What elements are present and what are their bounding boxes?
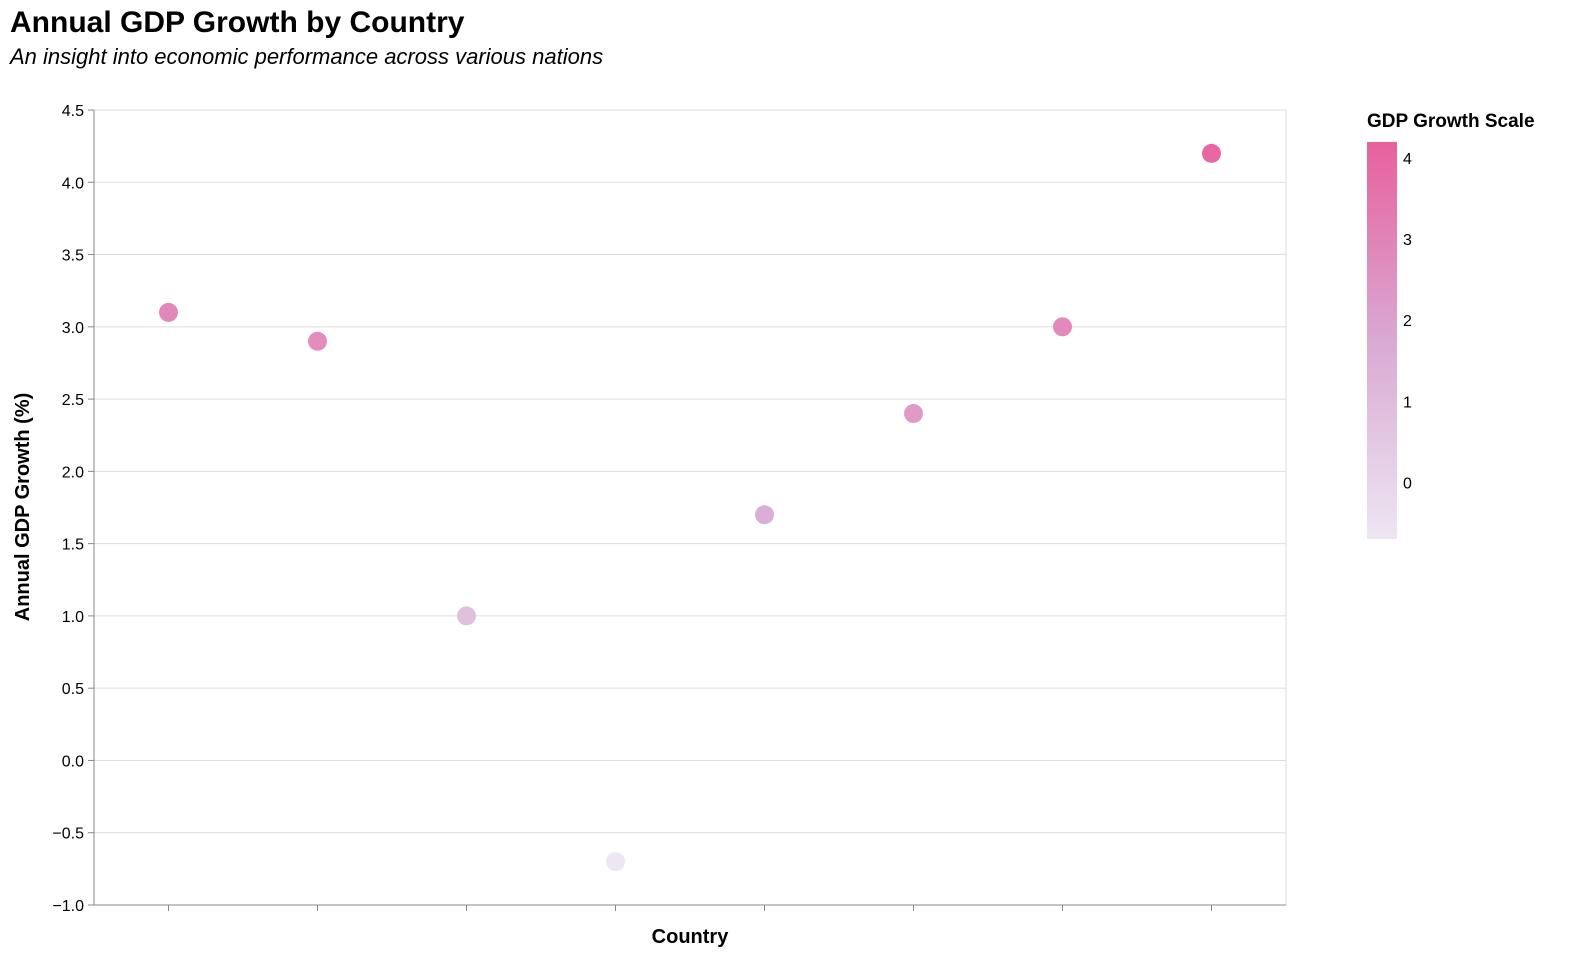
data-point[interactable] bbox=[1053, 317, 1072, 337]
y-tick-label: 0.5 bbox=[62, 681, 84, 698]
y-tick-label: −1.0 bbox=[52, 898, 84, 915]
data-point[interactable] bbox=[755, 505, 774, 525]
legend-tick-label: 4 bbox=[1403, 151, 1412, 168]
chart-title: Annual GDP Growth by Country bbox=[10, 6, 465, 39]
y-tick-label: 3.5 bbox=[62, 248, 84, 265]
y-axis-title: Annual GDP Growth (%) bbox=[12, 393, 34, 622]
data-point[interactable] bbox=[904, 404, 923, 424]
data-point[interactable] bbox=[606, 852, 625, 872]
legend-tick-label: 1 bbox=[1403, 394, 1412, 411]
data-point[interactable] bbox=[457, 606, 476, 626]
y-tick-label: 4.5 bbox=[62, 103, 84, 120]
y-tick-label: 1.5 bbox=[62, 537, 84, 554]
y-tick-label: 0.0 bbox=[62, 753, 84, 770]
y-tick-label: 2.5 bbox=[62, 392, 84, 409]
y-axis: 4.5 4.0 3.5 3.0 2.5 2.0 1.5 1.0 0.5 0.0 −0.5 −1.0 bbox=[52, 103, 95, 915]
plot-area bbox=[93, 109, 1287, 906]
x-axis-title: Country bbox=[652, 926, 730, 948]
data-point[interactable] bbox=[308, 331, 327, 351]
plot-border bbox=[93, 109, 1287, 906]
y-tick-label: 4.0 bbox=[62, 175, 84, 192]
gridlines bbox=[94, 109, 1286, 906]
color-legend: GDP Growth Scale 4 3 2 1 0 bbox=[1367, 111, 1535, 539]
legend-tick-label: 2 bbox=[1403, 313, 1412, 330]
y-tick-label: 2.0 bbox=[62, 464, 84, 481]
legend-ticks: 4 3 2 1 0 bbox=[1403, 151, 1412, 492]
data-point[interactable] bbox=[159, 302, 178, 322]
y-tick-label: 1.0 bbox=[62, 609, 84, 626]
x-axis bbox=[94, 904, 1286, 911]
chart-subtitle: An insight into economic performance acr… bbox=[10, 44, 604, 69]
y-tick-label: 3.0 bbox=[62, 320, 84, 337]
legend-title: GDP Growth Scale bbox=[1367, 111, 1535, 132]
legend-tick-label: 0 bbox=[1403, 475, 1412, 492]
legend-tick-label: 3 bbox=[1403, 232, 1412, 249]
data-point[interactable] bbox=[1202, 143, 1221, 163]
legend-gradient-bar bbox=[1367, 142, 1397, 539]
data-points bbox=[159, 143, 1221, 872]
y-tick-label: −0.5 bbox=[52, 826, 84, 843]
